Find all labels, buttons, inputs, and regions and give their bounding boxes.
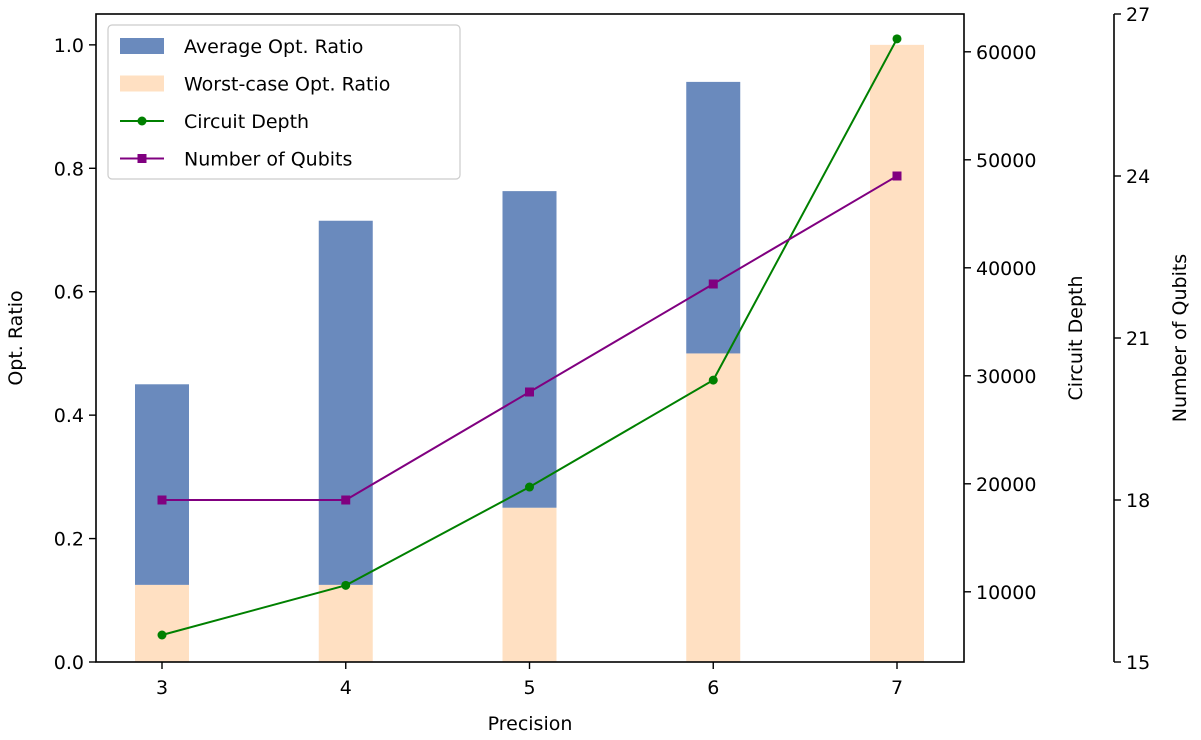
left-tick-label: 1.0: [54, 35, 84, 57]
right-axis-label: Circuit Depth: [1065, 275, 1087, 400]
worst-case-bar-4: [318, 584, 373, 662]
qubits-tick-label: 21: [1126, 328, 1150, 350]
x-tick-label: 4: [340, 677, 352, 699]
legend-marker-circuit-depth: [137, 116, 147, 126]
bars-layer: [135, 44, 924, 663]
qubits-tick-label: 18: [1126, 490, 1150, 512]
circuit-depth-point-3: [157, 630, 167, 640]
average-bar-6: [686, 81, 741, 354]
left-tick-label: 0.4: [54, 405, 84, 427]
legend-box: [107, 24, 461, 180]
x-tick-label: 7: [891, 677, 903, 699]
worst-case-bar-7: [870, 44, 924, 663]
x-tick-label: 3: [156, 677, 168, 699]
average-bar-4: [318, 220, 373, 585]
worst-case-bar-6: [686, 353, 741, 662]
right-tick-label: 50000: [976, 150, 1036, 172]
average-bar-3: [135, 384, 189, 585]
qubits-tick-label: 15: [1126, 652, 1150, 674]
qubits-tick-label: 27: [1126, 4, 1150, 26]
legend-swatch-average-opt-ratio: [120, 38, 164, 54]
number-of-qubits-point-3: [157, 495, 167, 505]
x-axis-label: Precision: [488, 713, 573, 735]
number-of-qubits-point-5: [525, 387, 534, 397]
legend-marker-number-of-qubits: [137, 154, 147, 163]
left-axis-label: Opt. Ratio: [5, 290, 27, 385]
x-tick-label: 6: [707, 677, 719, 699]
lines-layer: [157, 34, 902, 640]
circuit-depth-point-6: [708, 375, 718, 385]
legend-swatch-worst-case-opt-ratio: [120, 75, 164, 92]
legend-label-number-of-qubits: Number of Qubits: [184, 149, 352, 171]
right-tick-label: 60000: [976, 42, 1036, 64]
number-of-qubits-point-7: [892, 171, 902, 181]
circuit-depth-point-5: [525, 482, 534, 492]
right-tick-label: 30000: [976, 366, 1036, 388]
left-tick-label: 0.6: [54, 282, 84, 304]
legend-label-worst-case-opt-ratio: Worst-case Opt. Ratio: [184, 74, 390, 96]
x-tick-label: 5: [523, 677, 535, 699]
average-bar-5: [502, 191, 557, 508]
left-tick-label: 0.0: [54, 652, 84, 674]
left-tick-label: 0.2: [54, 529, 84, 551]
left-tick-label: 0.8: [54, 158, 84, 180]
legend-label-average-opt-ratio: Average Opt. Ratio: [184, 36, 363, 58]
qubits-tick-label: 24: [1126, 166, 1150, 188]
right-tick-label: 10000: [976, 582, 1036, 604]
number-of-qubits-point-4: [341, 495, 351, 505]
number-of-qubits-point-6: [708, 279, 718, 289]
circuit-depth-point-4: [341, 580, 351, 590]
qubits-axis-label: Number of Qubits: [1169, 254, 1191, 422]
right-tick-label: 20000: [976, 474, 1036, 496]
worst-case-bar-5: [502, 507, 557, 662]
axes-layer: 0.0 0.2 0.4 0.6 0.8 1.0 Opt. Ratio 10000 20000 30…: [5, 4, 1191, 735]
legend-label-circuit-depth: Circuit Depth: [184, 111, 309, 133]
circuit-depth-point-7: [892, 34, 902, 44]
right-tick-label: 40000: [976, 258, 1036, 280]
worst-case-bar-3: [135, 584, 189, 662]
legend: Average Opt. Ratio Worst-case Opt. Ratio C…: [107, 24, 461, 180]
